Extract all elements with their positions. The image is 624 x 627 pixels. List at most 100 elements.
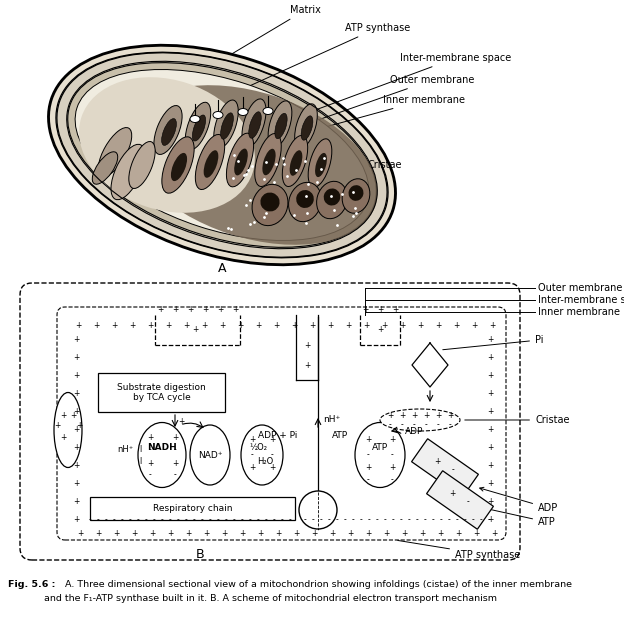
Text: +: +: [269, 463, 275, 473]
Text: -: -: [352, 515, 354, 525]
Text: -: -: [129, 515, 132, 525]
Text: +: +: [257, 529, 263, 539]
Ellipse shape: [162, 137, 194, 193]
Bar: [412, 439, 479, 497]
FancyBboxPatch shape: [90, 497, 295, 520]
Text: -: -: [137, 515, 139, 525]
Text: +: +: [111, 320, 117, 330]
Text: +: +: [327, 320, 333, 330]
Ellipse shape: [221, 113, 233, 139]
Ellipse shape: [255, 134, 281, 186]
Text: +: +: [365, 436, 371, 445]
Text: +: +: [489, 320, 495, 330]
Text: Matrix: Matrix: [232, 5, 321, 53]
Text: +: +: [471, 320, 477, 330]
Text: -: -: [112, 515, 115, 525]
Text: +: +: [73, 408, 79, 416]
Text: -: -: [256, 515, 260, 525]
Text: +: +: [183, 320, 189, 330]
Text: -: -: [105, 515, 107, 525]
Ellipse shape: [195, 134, 225, 189]
Text: -: -: [89, 515, 91, 525]
Text: +: +: [453, 320, 459, 330]
Text: +: +: [473, 529, 479, 539]
Ellipse shape: [262, 149, 276, 176]
Text: -: -: [311, 515, 314, 525]
Text: +: +: [249, 436, 255, 445]
Text: +: +: [487, 354, 493, 362]
Text: +: +: [172, 458, 178, 468]
Text: +: +: [60, 411, 66, 420]
Text: +: +: [73, 480, 79, 488]
Ellipse shape: [355, 423, 405, 488]
Text: +: +: [237, 320, 243, 330]
Text: I: I: [139, 446, 141, 455]
Text: -: -: [193, 515, 195, 525]
Text: +: +: [487, 335, 493, 344]
Text: +: +: [389, 463, 395, 473]
Text: -: -: [289, 515, 291, 525]
Text: Cristae: Cristae: [465, 415, 570, 425]
Text: +: +: [167, 529, 173, 539]
Text: +: +: [304, 361, 310, 369]
Text: +: +: [192, 325, 198, 334]
Text: -: -: [367, 475, 369, 485]
Text: -: -: [412, 421, 416, 429]
Text: +: +: [165, 320, 171, 330]
Ellipse shape: [301, 116, 313, 140]
Text: +: +: [435, 320, 441, 330]
Text: -: -: [185, 515, 187, 525]
Text: +: +: [75, 320, 81, 330]
Text: +: +: [291, 320, 297, 330]
Text: Outer membrane: Outer membrane: [298, 75, 474, 127]
Text: -: -: [251, 451, 253, 460]
Text: +: +: [73, 354, 79, 362]
Text: +: +: [73, 372, 79, 381]
Text: Inter-membrane space: Inter-membrane space: [538, 295, 624, 305]
Text: +: +: [437, 529, 443, 539]
Ellipse shape: [324, 189, 340, 206]
Text: -: -: [389, 421, 391, 429]
Text: -: -: [449, 421, 451, 429]
Text: +: +: [304, 340, 310, 349]
Text: +: +: [95, 529, 101, 539]
Text: +: +: [401, 529, 407, 539]
Ellipse shape: [268, 101, 292, 147]
Text: +: +: [113, 529, 119, 539]
Ellipse shape: [260, 192, 280, 211]
Text: -: -: [328, 515, 330, 525]
Text: ½O₂: ½O₂: [249, 443, 267, 453]
Text: -: -: [432, 515, 434, 525]
Text: +: +: [185, 529, 191, 539]
Text: -: -: [225, 515, 227, 525]
Ellipse shape: [203, 150, 218, 178]
Bar: [427, 471, 494, 529]
Text: +: +: [273, 320, 279, 330]
Text: +: +: [487, 480, 493, 488]
Text: +: +: [187, 305, 193, 315]
Text: -: -: [367, 451, 369, 460]
Ellipse shape: [263, 107, 273, 115]
Text: -: -: [97, 515, 99, 525]
Ellipse shape: [316, 181, 348, 219]
Text: +: +: [73, 335, 79, 344]
Ellipse shape: [214, 100, 238, 148]
Text: -: -: [391, 475, 393, 485]
Text: +: +: [269, 436, 275, 445]
Text: ATP: ATP: [332, 431, 348, 440]
Text: -: -: [472, 515, 474, 525]
Text: -: -: [480, 515, 482, 525]
Text: ADP: ADP: [480, 487, 558, 513]
Ellipse shape: [234, 149, 248, 176]
Ellipse shape: [295, 104, 317, 148]
Text: +: +: [487, 372, 493, 381]
Text: +: +: [311, 529, 317, 539]
Text: -: -: [248, 515, 251, 525]
Text: -: -: [336, 515, 338, 525]
Text: ADP + Pi: ADP + Pi: [258, 431, 298, 440]
Text: -: -: [168, 515, 172, 525]
Ellipse shape: [275, 113, 287, 139]
Text: +: +: [275, 529, 281, 539]
Text: +: +: [345, 320, 351, 330]
Text: +: +: [487, 426, 493, 435]
